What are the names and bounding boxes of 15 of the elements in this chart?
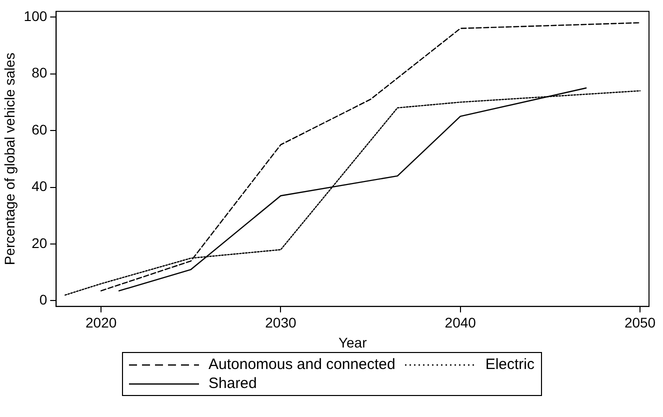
y-tick-label: 20 — [32, 234, 48, 251]
legend-label: Electric — [485, 356, 534, 373]
y-tick-label: 40 — [32, 178, 48, 194]
x-axis-title: Year — [338, 334, 368, 350]
y-tick-label: 60 — [32, 121, 48, 138]
x-tick-label: 2050 — [624, 314, 656, 331]
y-tick-label: 0 — [39, 292, 48, 308]
x-tick-label: 2040 — [444, 314, 476, 331]
y-tick-label: 80 — [32, 64, 48, 81]
legend-label: Autonomous and connected — [208, 356, 396, 373]
legend-label: Shared — [208, 375, 258, 392]
y-axis-title: Percentage of global vehicle sales — [1, 52, 18, 266]
x-tick-label: 2030 — [265, 314, 296, 331]
x-tick-label: 2020 — [85, 314, 117, 331]
y-tick-label: 100 — [24, 8, 48, 24]
